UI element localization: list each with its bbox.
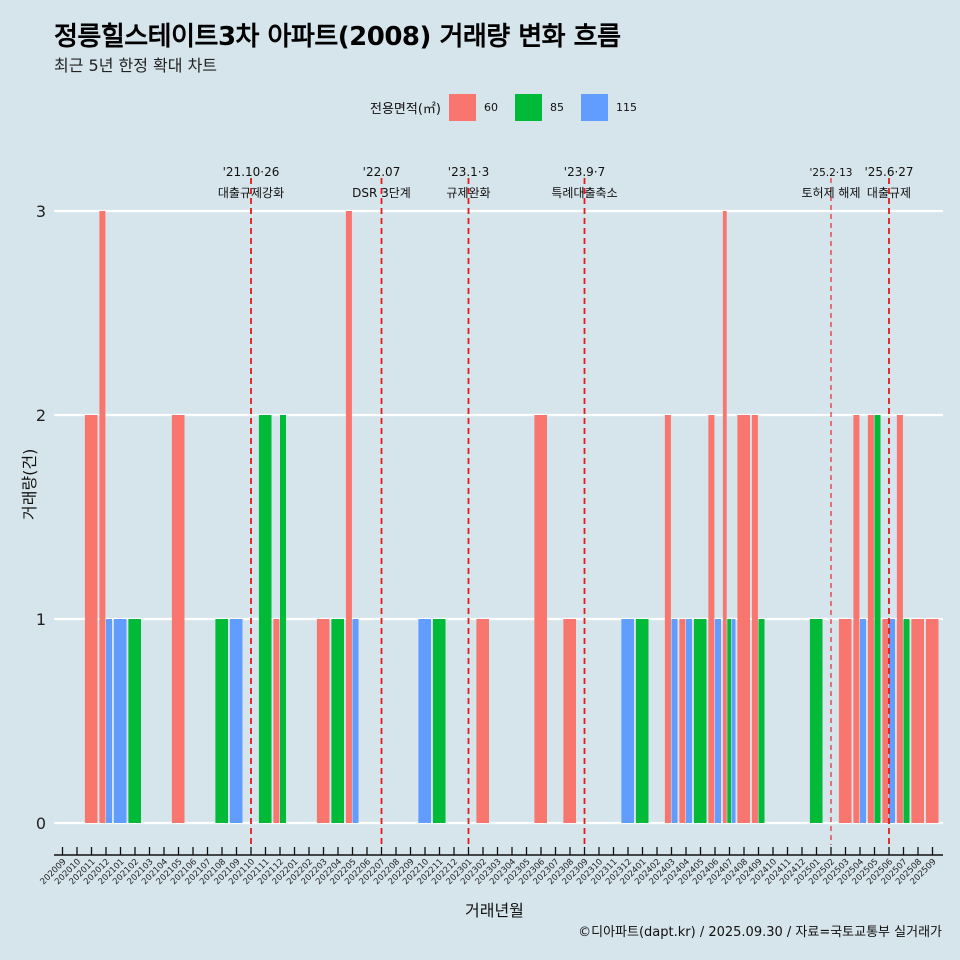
annotation-date: '25.6·27 [864, 165, 913, 179]
bar-115-202403 [671, 619, 678, 823]
annotation-label: 대출규제강화 [218, 186, 284, 200]
chart-title: 정릉힐스테이트3차 아파트(2008) 거래량 변화 흐름 [54, 22, 621, 52]
y-axis-title: 거래량(건) [20, 448, 39, 520]
x-axis-title: 거래년월 [465, 901, 524, 920]
bar-115-202012 [106, 619, 112, 823]
bar-60-202505 [867, 415, 874, 823]
bar-115-202506 [889, 619, 895, 823]
annotation-date: '23.9·7 [564, 165, 605, 179]
legend-label-85: 85 [549, 100, 564, 114]
bar-85-202401 [635, 619, 649, 823]
bar-85-202211 [432, 619, 446, 823]
bar-85-202102 [128, 619, 141, 823]
bar-60-202504 [853, 415, 860, 823]
bar-115-202407 [731, 619, 736, 823]
bar-115-202109 [229, 619, 243, 823]
bar-115-202101 [113, 619, 127, 823]
bar-60-202406 [708, 415, 715, 823]
bar-60-202306 [534, 415, 547, 823]
bar-85-202405 [693, 619, 707, 823]
annotation-date: '22.07 [363, 165, 401, 179]
bar-115-202404 [686, 619, 692, 823]
annotation-labels: '21.10·26 대출규제강화 '22.07 DSR 3단계 '23.1·3 규제완화 '… [218, 165, 914, 200]
legend: 전용면적(㎡) 60 85 115 [370, 93, 654, 121]
legend-swatch-60 [448, 93, 476, 121]
annotation-label: 특례대출축소 [551, 186, 617, 200]
bar-85-202505 [874, 415, 881, 823]
bar-85-202507 [903, 619, 910, 823]
bars [84, 211, 939, 823]
bar-85-202108 [215, 619, 228, 823]
y-tick-label: 3 [36, 202, 46, 221]
bar-85-202112 [280, 415, 286, 823]
bar-60-202408 [737, 415, 750, 823]
annotation-label: 규제완화 [446, 186, 490, 200]
bar-85-202409 [758, 619, 765, 823]
legend-title: 전용면적(㎡) [370, 101, 441, 117]
legend-label-115: 115 [615, 100, 637, 114]
bar-60-202012 [99, 211, 106, 823]
bar-85-202111 [258, 415, 272, 823]
y-tick-label: 0 [36, 814, 46, 833]
bar-60-202407 [722, 211, 727, 823]
bar-60-202105 [171, 415, 185, 823]
bar-60-202403 [664, 415, 671, 823]
bar-85-202204 [331, 619, 344, 823]
legend-swatch-85 [514, 93, 542, 121]
gridlines [54, 209, 943, 825]
bar-60-202409 [751, 415, 758, 823]
bar-85-202501 [809, 619, 823, 823]
bar-115-202205 [352, 619, 359, 823]
annotation-label: 대출규제 [867, 186, 911, 200]
bar-60-202503 [838, 619, 852, 823]
bar-60-202404 [679, 619, 686, 823]
bar-60-202112 [273, 619, 280, 823]
bar-60-202011 [84, 415, 98, 823]
annotation-date: '23.1·3 [448, 165, 489, 179]
y-tick-label: 2 [36, 406, 46, 425]
bar-60-202508 [911, 619, 924, 823]
bar-60-202509 [925, 619, 939, 823]
bar-60-202205 [345, 211, 352, 823]
caption: ©디아파트(dapt.kr) / 2025.09.30 / 자료=국토교통부 실… [578, 925, 942, 940]
chart-subtitle: 최근 5년 한정 확대 차트 [54, 56, 218, 75]
bar-60-202506 [882, 619, 889, 823]
bar-60-202507 [896, 415, 903, 823]
bar-115-202504 [860, 619, 866, 823]
annotation-label: 토허제 해제 [801, 186, 860, 200]
bar-60-202308 [563, 619, 576, 823]
bar-85-202407 [727, 619, 732, 823]
y-axis: 0 1 2 3 [36, 202, 46, 833]
bar-115-202312 [621, 619, 634, 823]
legend-label-60: 60 [483, 100, 498, 114]
annotation-date: '25.2·13 [810, 167, 853, 179]
annotation-date: '21.10·26 [223, 165, 280, 179]
bar-60-202203 [316, 619, 330, 823]
bar-115-202406 [715, 619, 721, 823]
bar-60-202302 [476, 619, 489, 823]
y-tick-label: 1 [36, 610, 46, 629]
x-axis: 2020092020102020112020122021012021022021… [39, 847, 943, 887]
annotation-lines [250, 178, 890, 845]
legend-swatch-115 [580, 93, 608, 121]
bar-115-202210 [418, 619, 431, 823]
annotation-label: DSR 3단계 [352, 186, 411, 200]
